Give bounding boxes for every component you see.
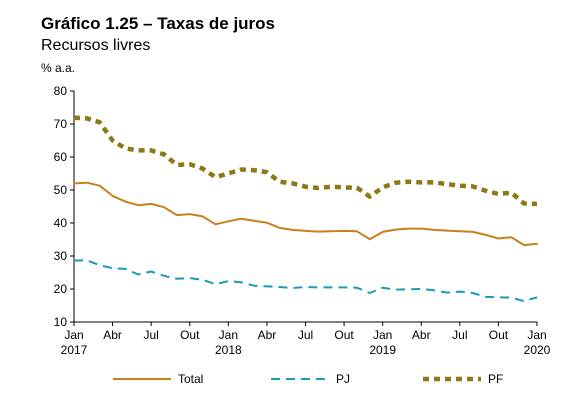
x-tick-label: Jan	[219, 328, 238, 342]
y-tick-label: 20	[54, 282, 68, 296]
x-tick-label: Jan	[373, 328, 392, 342]
x-tick-year-label: 2018	[215, 343, 242, 357]
x-tick-label: Jan	[527, 328, 546, 342]
y-tick-label: 40	[54, 216, 68, 230]
x-tick-year-label: 2020	[524, 343, 551, 357]
x-tick-label: Out	[180, 328, 200, 342]
x-tick-year-label: 2019	[369, 343, 396, 357]
x-tick-label: Abr	[103, 328, 122, 342]
x-tick-label: Jan	[64, 328, 83, 342]
x-tick-label: Out	[334, 328, 354, 342]
legend-label-total: Total	[178, 372, 203, 386]
x-tick-label: Jul	[452, 328, 467, 342]
series-line-pf	[73, 115, 538, 207]
x-tick-label: Abr	[258, 328, 277, 342]
legend-label-pj: PJ	[336, 372, 350, 386]
y-tick-label: 50	[54, 183, 68, 197]
y-tick-label: 70	[54, 117, 68, 131]
series-line-total	[73, 181, 538, 247]
legend-label-pf: PF	[488, 372, 503, 386]
series-line-pj	[73, 259, 538, 303]
x-tick-label: Out	[489, 328, 509, 342]
chart-title: Gráfico 1.25 – Taxas de juros	[41, 14, 276, 33]
x-tick-label: Abr	[412, 328, 431, 342]
y-tick-label: 60	[54, 150, 68, 164]
x-tick-label: Jul	[143, 328, 158, 342]
chart-subtitle: Recursos livres	[41, 37, 151, 54]
x-tick-year-label: 2017	[61, 343, 88, 357]
y-axis-unit-label: % a.a.	[41, 61, 76, 75]
x-tick-label: Jul	[298, 328, 313, 342]
y-tick-label: 30	[54, 249, 68, 263]
y-tick-label: 80	[54, 84, 68, 98]
y-tick-label: 10	[54, 315, 68, 329]
